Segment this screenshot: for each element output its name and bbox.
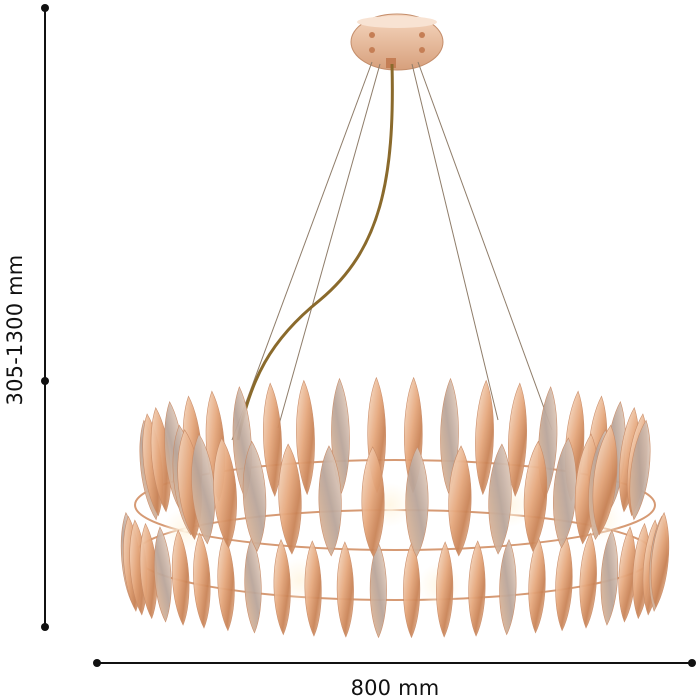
crystal bbox=[369, 541, 387, 639]
crystal bbox=[600, 529, 619, 626]
suspension-wires bbox=[231, 61, 553, 441]
crystal bbox=[499, 538, 517, 636]
crystal bbox=[273, 538, 291, 636]
width-dimension-line bbox=[93, 659, 696, 667]
dimension-dot bbox=[41, 4, 49, 12]
crystal bbox=[191, 433, 216, 545]
width-dimension-label: 800 mm bbox=[350, 676, 440, 700]
crystal bbox=[296, 379, 315, 496]
height-dimension-label: 305-1300 mm bbox=[3, 254, 27, 406]
crystal bbox=[436, 541, 454, 638]
crystal bbox=[278, 443, 302, 555]
crystal bbox=[448, 445, 472, 557]
crystal bbox=[244, 537, 262, 634]
crystal bbox=[468, 540, 486, 637]
height-dimension-line bbox=[41, 4, 49, 631]
crystal bbox=[555, 534, 573, 632]
crystal bbox=[488, 443, 512, 555]
crystal bbox=[336, 541, 354, 638]
crystal bbox=[139, 522, 158, 620]
crystal bbox=[153, 526, 172, 623]
crystal bbox=[361, 446, 385, 558]
crystal bbox=[318, 445, 342, 557]
dimension-dot bbox=[41, 377, 49, 385]
crystal bbox=[475, 379, 494, 496]
crystal bbox=[528, 537, 546, 634]
crystal bbox=[508, 382, 527, 497]
crystal bbox=[171, 529, 190, 626]
crystal bbox=[242, 440, 267, 552]
dimension-dot bbox=[41, 623, 49, 631]
crystal bbox=[523, 440, 548, 552]
crystal bbox=[650, 511, 670, 609]
ceiling-canopy bbox=[350, 13, 444, 71]
crystal bbox=[304, 540, 322, 637]
frame-ring bbox=[134, 459, 656, 551]
power-cord bbox=[236, 63, 394, 441]
dimension-dot bbox=[688, 659, 696, 667]
crystal bbox=[553, 437, 577, 549]
crystal bbox=[579, 532, 597, 629]
crystal bbox=[217, 534, 235, 632]
crystal bbox=[213, 437, 237, 549]
crystal-ring bbox=[120, 376, 670, 639]
crystal bbox=[403, 541, 421, 639]
crystal bbox=[629, 419, 651, 521]
crystal bbox=[193, 532, 211, 629]
dimension-dot bbox=[93, 659, 101, 667]
crystal bbox=[263, 382, 282, 497]
crystal bbox=[405, 446, 429, 558]
crystal bbox=[592, 424, 618, 536]
